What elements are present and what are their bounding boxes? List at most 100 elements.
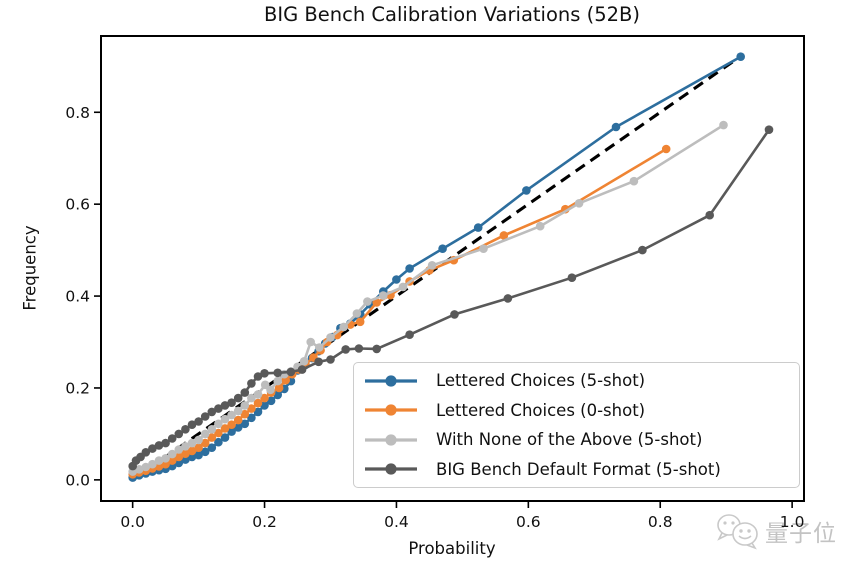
series-marker — [187, 446, 197, 456]
series-marker — [227, 420, 236, 430]
series-marker — [372, 344, 382, 354]
series-marker — [161, 459, 170, 469]
series-marker — [141, 448, 151, 457]
series-marker — [194, 443, 203, 453]
series-marker — [638, 245, 647, 255]
series-marker — [240, 409, 250, 419]
series-marker — [405, 264, 414, 273]
qbitai-logo-icon — [717, 514, 758, 550]
series-marker — [174, 429, 184, 439]
series-marker — [286, 367, 296, 377]
series-marker — [253, 390, 263, 399]
series-marker — [214, 404, 223, 413]
y-tick-label: 0.0 — [65, 471, 90, 489]
legend-item-none-of-above: With None of the Above (5-shot) — [362, 425, 793, 454]
x-tick-label: 0.2 — [252, 513, 277, 531]
legend-line-marker-icon — [365, 434, 417, 446]
series-marker — [326, 333, 335, 342]
x-tick-label: 0.8 — [648, 513, 673, 531]
series-marker — [233, 415, 243, 425]
chart-title: BIG Bench Calibration Variations (52B) — [263, 3, 641, 26]
series-marker — [260, 401, 269, 410]
series-marker — [174, 445, 184, 454]
series-marker — [181, 425, 190, 434]
series-marker — [154, 456, 164, 465]
y-tick-label: 0.8 — [65, 104, 90, 122]
series-marker — [220, 401, 230, 410]
series-marker — [273, 390, 283, 400]
series-marker — [141, 462, 151, 472]
series-marker — [427, 261, 437, 270]
series-marker — [214, 419, 223, 429]
series-marker — [253, 372, 263, 381]
series-marker — [705, 210, 714, 220]
series-marker — [247, 404, 256, 413]
series-marker — [392, 275, 401, 284]
legend-line-marker-icon — [365, 375, 417, 387]
series-marker — [274, 383, 284, 393]
x-tick-label: 0.6 — [516, 513, 541, 531]
series-marker — [522, 186, 531, 195]
y-tick-label: 0.6 — [65, 196, 90, 214]
series-marker — [227, 398, 236, 408]
series-marker — [266, 396, 276, 406]
legend-label: With None of the Above (5-shot) — [436, 430, 703, 450]
series-marker — [339, 322, 349, 332]
y-tick-label: 0.4 — [65, 288, 90, 306]
legend: Lettered Choices (5-shot) Lettered Choic… — [353, 362, 800, 488]
series-marker — [266, 385, 275, 395]
series-marker — [200, 412, 210, 421]
x-tick-label: 0.4 — [384, 513, 409, 531]
x-tick-label: 1.0 — [780, 513, 805, 531]
series-marker — [181, 455, 190, 464]
series-marker — [233, 406, 243, 416]
series-marker — [736, 52, 745, 61]
series-marker — [247, 393, 256, 403]
series-marker — [233, 393, 243, 403]
series-marker — [299, 357, 309, 366]
series-marker — [247, 379, 256, 388]
series-marker — [273, 368, 283, 378]
series-marker — [214, 437, 223, 447]
series-marker — [154, 462, 164, 471]
series-marker — [764, 125, 774, 134]
axes-frame — [100, 35, 805, 502]
series-marker — [207, 443, 217, 453]
series-marker — [260, 393, 269, 403]
legend-line-marker-icon — [365, 463, 417, 475]
series-marker — [207, 407, 217, 417]
series-marker — [240, 401, 250, 410]
series-marker — [194, 417, 203, 426]
series-marker — [306, 337, 316, 347]
watermark-text: 量子位 — [765, 521, 837, 547]
series-marker — [253, 407, 263, 417]
series-marker — [174, 452, 184, 462]
series-marker — [194, 450, 203, 460]
series-marker — [200, 429, 210, 439]
series-marker — [253, 398, 263, 408]
series-marker — [479, 244, 488, 253]
series-marker — [227, 410, 236, 420]
series-marker — [167, 434, 177, 443]
series-marker — [567, 273, 577, 283]
series-marker — [214, 428, 223, 438]
legend-label: Lettered Choices (0-shot) — [436, 400, 646, 420]
series-marker — [719, 120, 728, 130]
series-marker — [611, 122, 621, 132]
legend-label: Lettered Choices (5-shot) — [436, 371, 646, 391]
series-marker — [405, 330, 414, 340]
series-marker — [398, 282, 408, 292]
series-marker — [220, 414, 230, 424]
series-marker — [260, 369, 269, 378]
series-marker — [438, 244, 447, 253]
series-marker — [314, 357, 323, 367]
series-marker — [326, 355, 335, 364]
series-marker — [207, 433, 217, 442]
series-marker — [207, 425, 217, 434]
series-marker — [661, 144, 671, 154]
series-marker — [187, 438, 197, 448]
series-marker — [574, 199, 584, 208]
series-marker — [499, 231, 509, 240]
series-marker — [134, 465, 144, 474]
